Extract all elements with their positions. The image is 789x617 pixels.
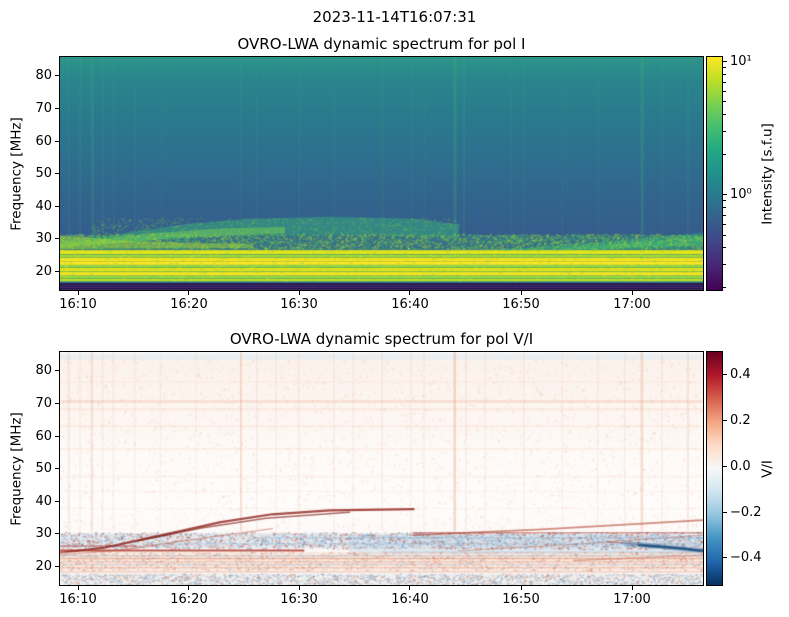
colorbar-tick-label: 10⁰	[730, 187, 752, 203]
x-tick-label: 16:50	[502, 592, 540, 607]
x-tick-mark	[298, 586, 300, 590]
y-tick-mark	[55, 173, 59, 175]
y-tick-label: 60	[35, 133, 52, 149]
colorbar-minor-tick-mark	[723, 234, 726, 236]
x-tick-mark	[188, 586, 190, 590]
y-tick-mark	[55, 238, 59, 240]
colorbar-tick-mark	[723, 557, 727, 559]
colorbar-tick-mark	[723, 511, 727, 513]
y-tick-label: 70	[35, 395, 52, 411]
x-tick-label: 16:30	[280, 592, 318, 607]
x-tick-label: 16:30	[280, 297, 318, 312]
pol-i-spectrogram-canvas	[60, 57, 703, 290]
x-tick-mark	[188, 291, 190, 295]
colorbar-minor-tick-mark	[723, 223, 726, 225]
colorbar-minor-tick-mark	[723, 263, 726, 265]
y-tick-mark	[55, 205, 59, 207]
x-tick-mark	[409, 291, 411, 295]
pol-vi-spectrogram	[59, 351, 704, 586]
y-tick-label: 30	[35, 231, 52, 247]
y-tick-label: 50	[35, 166, 52, 182]
y-tick-mark	[55, 435, 59, 437]
colorbar-tick-mark	[723, 373, 727, 375]
x-tick-mark	[631, 291, 633, 295]
x-tick-label: 16:20	[170, 297, 208, 312]
y-tick-mark	[55, 468, 59, 470]
pol-vi-spectrogram-canvas	[60, 352, 703, 585]
y-tick-mark	[55, 565, 59, 567]
colorbar-tick-label: 0.0	[730, 459, 751, 475]
colorbar-minor-tick-mark	[723, 101, 726, 103]
x-tick-mark	[631, 586, 633, 590]
y-tick-label: 40	[35, 198, 52, 214]
y-tick-label: 70	[35, 100, 52, 116]
colorbar-tick-label: −0.2	[730, 504, 762, 520]
y-tick-mark	[55, 402, 59, 404]
pol-i-title: OVRO-LWA dynamic spectrum for pol I	[237, 35, 526, 53]
x-tick-mark	[409, 586, 411, 590]
y-tick-mark	[55, 500, 59, 502]
x-tick-mark	[298, 291, 300, 295]
pol-vi-colorbar-label: V/I	[759, 460, 776, 478]
x-tick-mark	[520, 291, 522, 295]
y-tick-mark	[55, 140, 59, 142]
pol-vi-colorbar	[706, 351, 723, 586]
pol-i-colorbar	[706, 56, 723, 291]
colorbar-tick-mark	[723, 194, 727, 196]
y-tick-label: 80	[35, 68, 52, 84]
colorbar-minor-tick-mark	[723, 247, 726, 249]
colorbar-tick-label: 10¹	[730, 54, 752, 70]
x-tick-label: 16:10	[59, 297, 97, 312]
y-tick-label: 60	[35, 428, 52, 444]
y-tick-mark	[55, 75, 59, 77]
x-tick-label: 16:40	[391, 297, 429, 312]
x-tick-label: 17:00	[613, 592, 651, 607]
pol-i-colorbar-gradient	[707, 57, 722, 290]
pol-vi-title: OVRO-LWA dynamic spectrum for pol V/I	[229, 330, 534, 348]
colorbar-minor-tick-mark	[723, 287, 726, 289]
x-tick-label: 16:10	[59, 592, 97, 607]
colorbar-tick-label: 0.4	[730, 366, 751, 382]
colorbar-minor-tick-mark	[723, 67, 726, 69]
y-tick-label: 20	[35, 558, 52, 574]
y-tick-mark	[55, 370, 59, 372]
y-tick-label: 40	[35, 493, 52, 509]
colorbar-minor-tick-mark	[723, 74, 726, 76]
colorbar-tick-mark	[723, 61, 727, 63]
x-tick-mark	[520, 586, 522, 590]
y-tick-mark	[55, 107, 59, 109]
pol-vi-colorbar-gradient	[707, 352, 722, 585]
colorbar-tick-mark	[723, 466, 727, 468]
figure-suptitle: 2023-11-14T16:07:31	[312, 8, 477, 26]
colorbar-tick-mark	[723, 420, 727, 422]
y-tick-label: 50	[35, 461, 52, 477]
colorbar-minor-tick-mark	[723, 81, 726, 83]
colorbar-minor-tick-mark	[723, 114, 726, 116]
x-tick-label: 16:40	[391, 592, 429, 607]
x-tick-label: 16:20	[170, 592, 208, 607]
y-tick-mark	[55, 533, 59, 535]
x-tick-label: 17:00	[613, 297, 651, 312]
colorbar-tick-label: 0.2	[730, 413, 751, 429]
y-tick-label: 20	[35, 263, 52, 279]
colorbar-minor-tick-mark	[723, 130, 726, 132]
x-tick-mark	[77, 291, 79, 295]
colorbar-tick-label: −0.4	[730, 550, 762, 566]
x-tick-mark	[77, 586, 79, 590]
pol-i-spectrogram	[59, 56, 704, 291]
colorbar-minor-tick-mark	[723, 90, 726, 92]
x-tick-label: 16:50	[502, 297, 540, 312]
colorbar-minor-tick-mark	[723, 154, 726, 156]
pol-i-colorbar-label: Intensity [s.f.u]	[759, 123, 776, 225]
y-tick-label: 30	[35, 526, 52, 542]
y-tick-mark	[55, 270, 59, 272]
colorbar-minor-tick-mark	[723, 214, 726, 216]
y-tick-label: 80	[35, 363, 52, 379]
colorbar-minor-tick-mark	[723, 207, 726, 209]
colorbar-minor-tick-mark	[723, 200, 726, 202]
